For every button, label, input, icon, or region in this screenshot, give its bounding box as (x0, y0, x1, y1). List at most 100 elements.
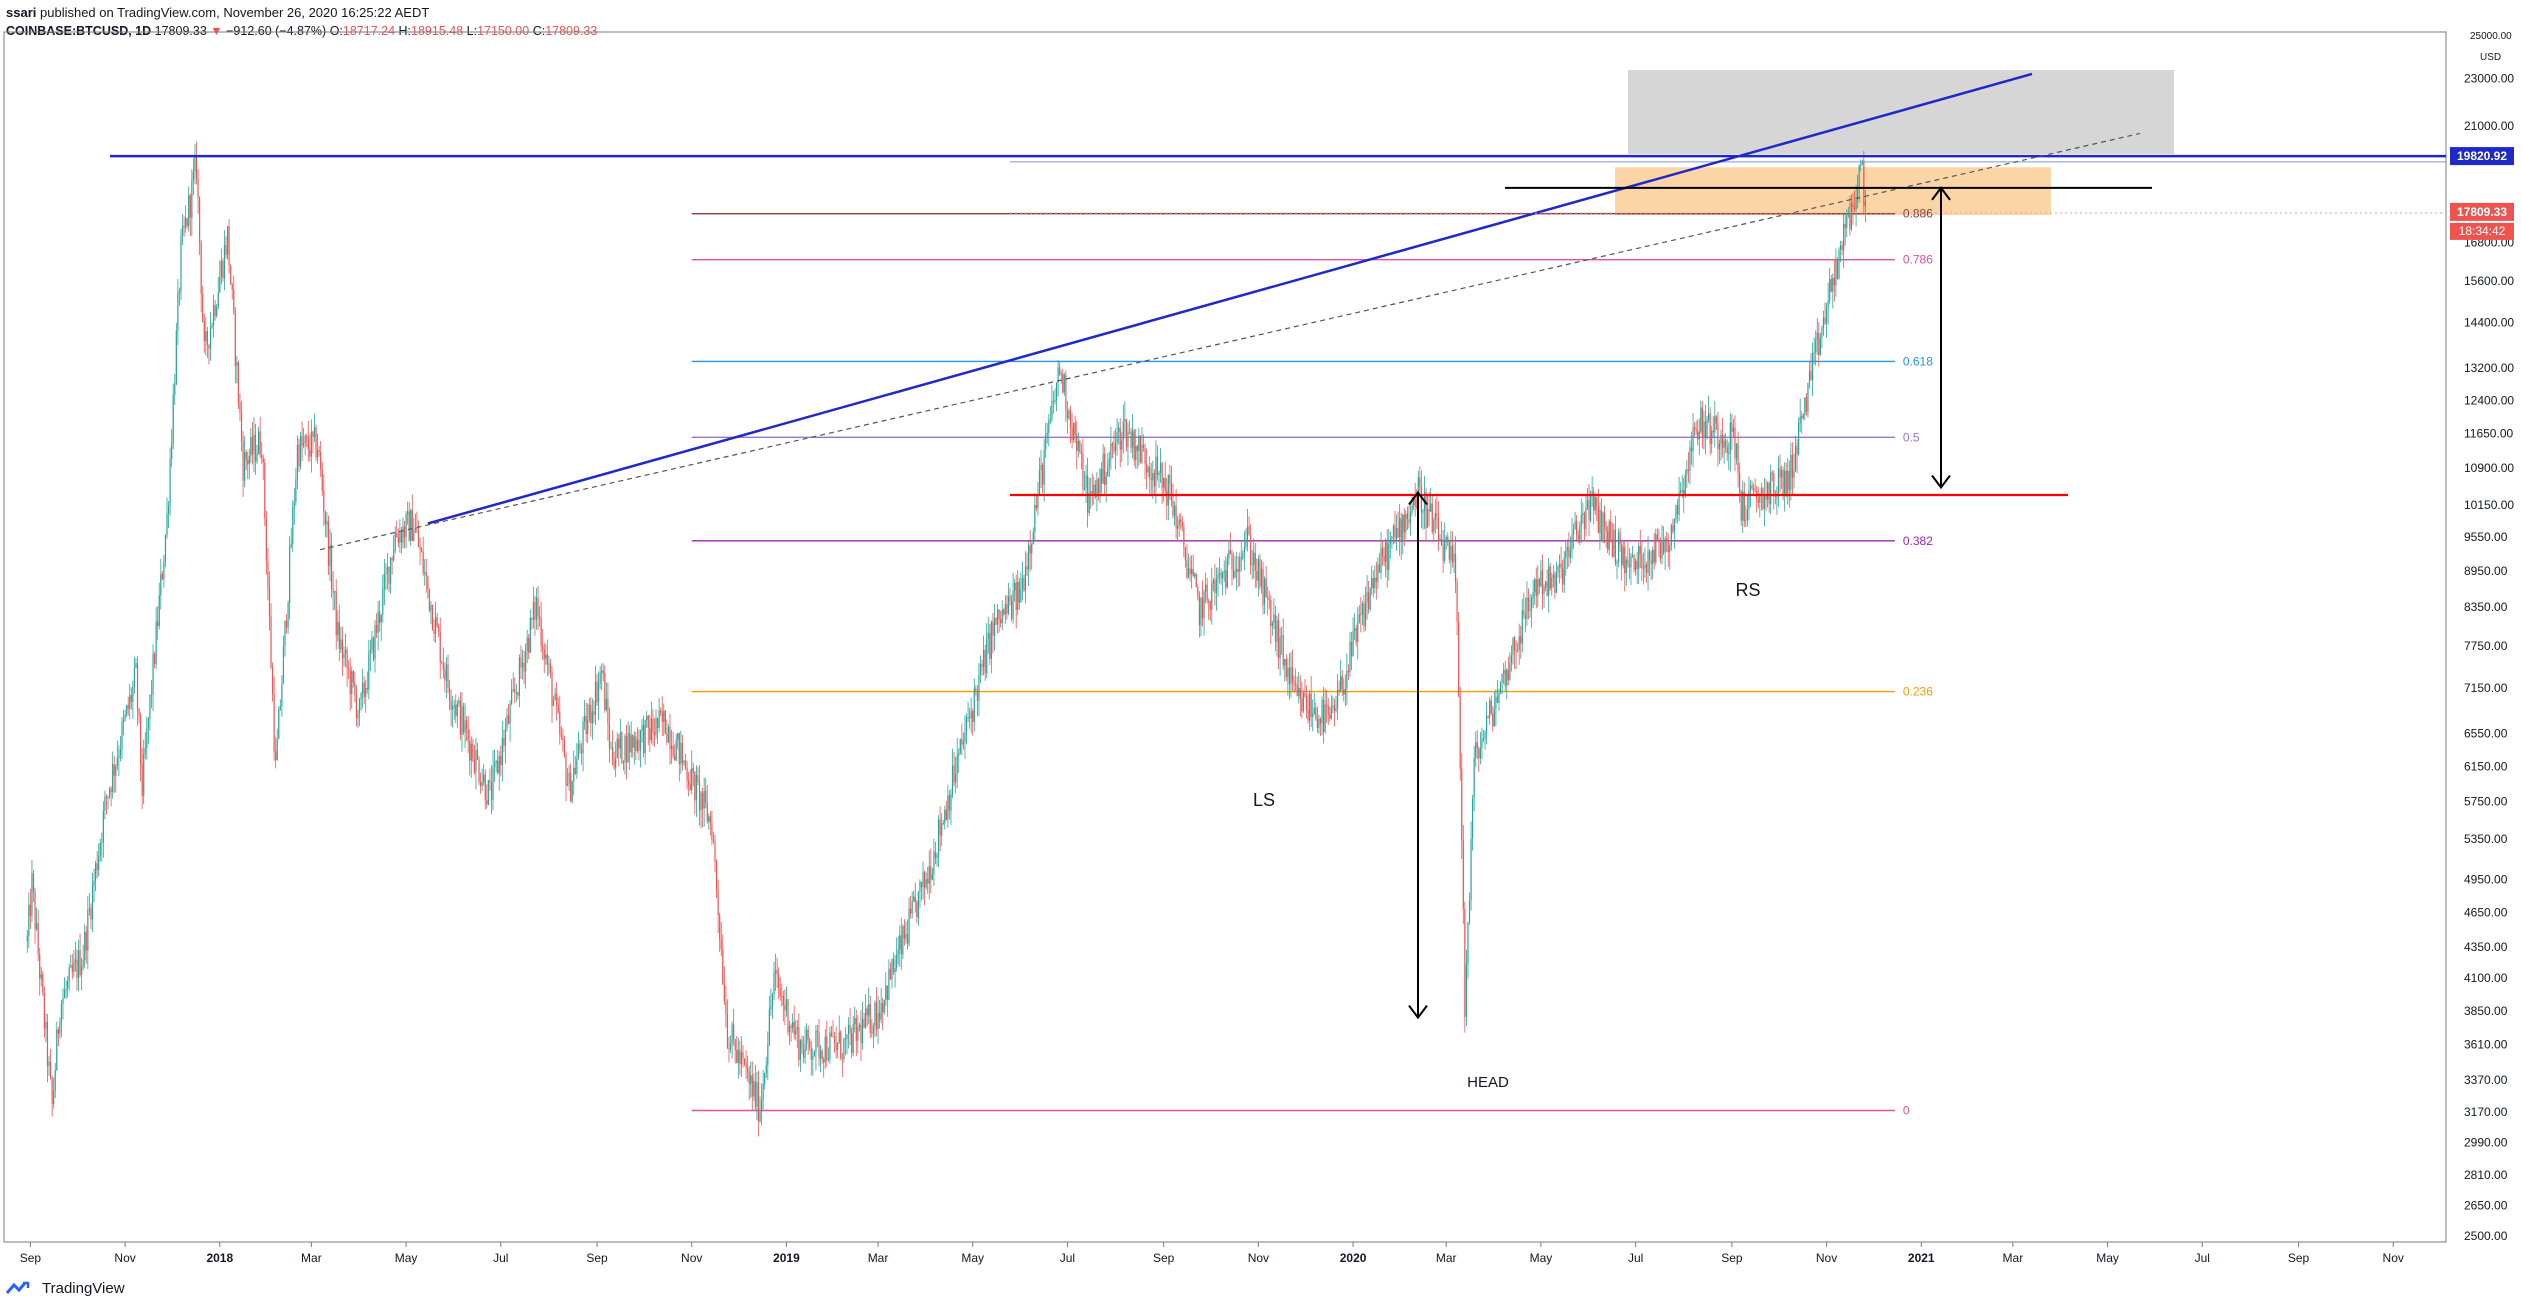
candle-body-97 (177, 293, 179, 331)
candle-body-930 (1470, 838, 1472, 901)
candle-body-495 (795, 1029, 797, 1035)
candle-body-887 (1403, 514, 1405, 533)
candle-body-611 (975, 688, 977, 692)
candle-body-491 (788, 1025, 791, 1033)
candle-body-287 (472, 744, 474, 759)
candle-body-810 (1284, 659, 1286, 666)
candle-body-17 (53, 1090, 55, 1104)
candle-body-648 (1032, 532, 1034, 545)
candle-body-178 (303, 442, 305, 446)
candle-body-1069 (1686, 469, 1688, 475)
y-tick-24: 4350.00 (2464, 940, 2508, 954)
candle-body-1160 (1827, 300, 1829, 309)
candle-body-937 (1481, 738, 1483, 749)
candle-body-769 (1220, 572, 1222, 579)
candle-body-213 (357, 713, 359, 719)
candle-body-147 (254, 434, 257, 462)
candle-body-561 (897, 949, 899, 955)
candle-body-1164 (1833, 277, 1835, 286)
price-axis[interactable]: 25000.00 23000.00 21000.00 19820.92 17809.33… (2450, 31, 2514, 1243)
candle-body-999 (1577, 534, 1579, 540)
time-axis[interactable]: Sep Nov 2018 Mar May Jul Sep Nov 2019 Mar May Jul Se… (20, 1242, 2404, 1265)
candle-body-1118 (1762, 487, 1764, 509)
candle-body-74 (141, 764, 143, 796)
candle-body-868 (1374, 577, 1376, 589)
candle-body-706 (1122, 421, 1124, 441)
candle-body-492 (790, 1025, 792, 1029)
candle-body-625 (996, 609, 999, 625)
candle-body-348 (566, 783, 569, 786)
candle-body-1124 (1771, 472, 1773, 474)
candle-body-929 (1468, 900, 1471, 923)
tradingview-logo-icon[interactable] (6, 1280, 36, 1296)
candle-body-599 (956, 755, 958, 774)
candle-body-793 (1257, 558, 1259, 581)
candle-body-924 (1461, 768, 1463, 841)
candle-body-574 (917, 891, 919, 918)
candle-body-739 (1173, 505, 1176, 516)
candle-body-330 (538, 616, 541, 619)
candle-body-846 (1340, 676, 1342, 692)
candle-body-710 (1128, 431, 1131, 433)
candle-body-224 (374, 625, 376, 660)
y-tick-21: 5350.00 (2464, 832, 2508, 846)
candle-body-173 (295, 479, 297, 503)
candle-body-379 (615, 757, 617, 768)
candle-body-577 (922, 871, 924, 888)
candle-body-218 (365, 688, 367, 698)
candle-body-184 (312, 431, 314, 437)
candle-body-964 (1523, 610, 1525, 615)
candle-body-1157 (1822, 317, 1825, 329)
candle-body-483 (776, 970, 778, 975)
candle-body-630 (1004, 604, 1006, 615)
candle-body-541 (866, 1008, 868, 1016)
y-tick-12: 10150.00 (2464, 498, 2514, 512)
candle-body-768 (1218, 572, 1221, 575)
candle-body-7 (37, 922, 39, 955)
candle-body-800 (1268, 598, 1270, 600)
candle-body-521 (835, 1042, 837, 1050)
candle-body-128 (225, 245, 227, 255)
candle-body-278 (458, 700, 460, 704)
candle-body-47 (99, 843, 101, 856)
candle-body-634 (1010, 601, 1013, 619)
candle-body-276 (455, 704, 457, 716)
pattern-label-rs: RS (1735, 580, 1760, 600)
candle-body-467 (751, 1075, 753, 1097)
candle-body-707 (1124, 419, 1126, 422)
candle-body-186 (315, 427, 317, 458)
fibonacci-retracement[interactable]: 0.886 0.786 0.618 0.5 0.382 0.236 0 (691, 207, 1934, 1118)
candle-body-573 (916, 902, 918, 918)
candle-body-485 (779, 988, 781, 996)
candle-body-96 (175, 330, 177, 385)
candle-body-873 (1381, 548, 1384, 557)
candle-body-304 (498, 755, 500, 774)
candle-body-307 (503, 737, 505, 746)
candle-body-1010 (1594, 497, 1596, 511)
candle-body-19 (56, 1029, 58, 1071)
candle-body-836 (1324, 704, 1326, 732)
candle-body-560 (896, 954, 898, 968)
candle-body-864 (1368, 592, 1370, 610)
candle-body-368 (597, 683, 600, 703)
candle-body-439 (708, 816, 710, 822)
candle-body-106 (191, 179, 193, 218)
candle-body-1154 (1818, 332, 1820, 356)
candle-body-784 (1243, 546, 1246, 553)
candle-body-343 (559, 711, 561, 734)
tradingview-brand[interactable]: TradingView (42, 1279, 125, 1297)
author-name[interactable]: ssari (6, 5, 37, 20)
candle-body-404 (653, 732, 656, 736)
candle-body-786 (1246, 526, 1249, 542)
y-tick-13: 9550.00 (2464, 530, 2508, 544)
candle-body-802 (1271, 622, 1273, 627)
candle-body-315 (515, 692, 517, 694)
candle-body-107 (192, 171, 194, 180)
candle-body-112 (200, 242, 202, 294)
candle-body-1060 (1672, 525, 1674, 532)
candle-body-910 (1439, 538, 1441, 542)
candle-body-14 (48, 1061, 50, 1067)
drawings-layer[interactable] (110, 72, 2446, 1020)
candle-body-923 (1459, 695, 1461, 769)
